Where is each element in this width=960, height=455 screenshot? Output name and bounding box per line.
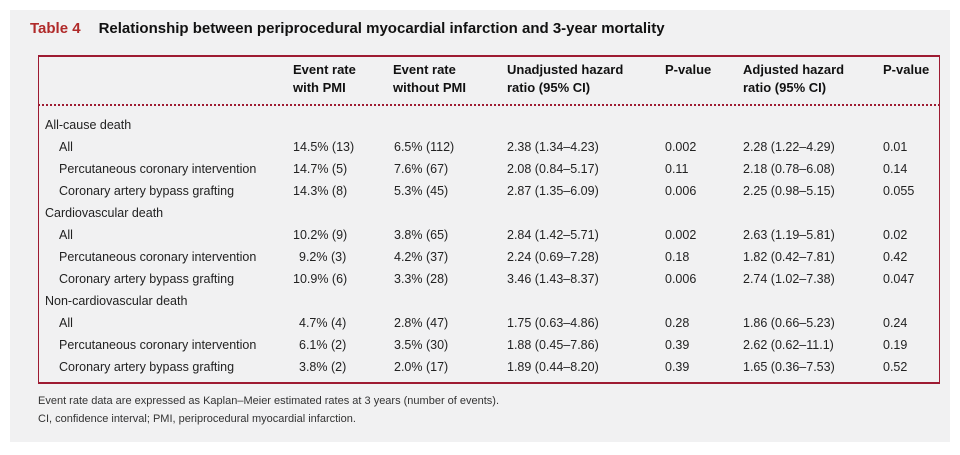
row-label: Percutaneous coronary intervention [59,250,257,264]
cell-event-rate-with-pmi: 14.5% (13) [293,140,355,154]
cell-event-rate-without-pmi: 4.2% (37) [394,250,449,264]
cell-p-value-unadjusted: 0.11 [665,162,689,176]
header-line: Event rate [293,62,356,77]
cell-p-value-adjusted: 0.047 [883,272,915,286]
cell-p-value-adjusted: 0.055 [883,184,915,198]
header-line: Event rate [393,62,456,77]
cell-unadjusted-hr: 2.08 (0.84–5.17) [507,162,599,176]
cell-p-value-unadjusted: 0.18 [665,250,690,264]
header-event-rate-without-pmi: Event rate without PMI [393,61,466,97]
cell-event-rate-with-pmi: 14.7% (5) [293,162,348,176]
cell-event-rate-without-pmi: 5.3% (45) [394,184,449,198]
row-label: Coronary artery bypass grafting [59,272,235,286]
cell-event-rate-with-pmi: 9.2% (3) [299,250,347,264]
cell-adjusted-hr: 1.82 (0.42–7.81) [743,250,835,264]
cell-event-rate-with-pmi: 10.9% (6) [293,272,348,286]
group-label-all-cause-death: All-cause death [45,118,132,132]
cell-adjusted-hr: 2.25 (0.98–5.15) [743,184,835,198]
header-adjusted-hr: Adjusted hazard ratio (95% CI) [743,61,844,97]
cell-adjusted-hr: 2.28 (1.22–4.29) [743,140,835,154]
cell-p-value-adjusted: 0.24 [883,316,908,330]
cell-p-value-adjusted: 0.52 [883,360,908,374]
header-unadjusted-hr: Unadjusted hazard ratio (95% CI) [507,61,623,97]
cell-unadjusted-hr: 2.84 (1.42–5.71) [507,228,599,242]
row-label: All [59,316,73,330]
cell-event-rate-with-pmi: 3.8% (2) [299,360,347,374]
cell-event-rate-without-pmi: 2.0% (17) [394,360,449,374]
cell-p-value-unadjusted: 0.28 [665,316,690,330]
cell-p-value-unadjusted: 0.006 [665,184,697,198]
header-event-rate-with-pmi: Event rate with PMI [293,61,356,97]
footnote-abbreviations: CI, confidence interval; PMI, periproced… [38,413,356,425]
cell-unadjusted-hr: 1.75 (0.63–4.86) [507,316,599,330]
cell-unadjusted-hr: 2.87 (1.35–6.09) [507,184,599,198]
cell-adjusted-hr: 2.63 (1.19–5.81) [743,228,835,242]
header-p-value-unadjusted: P-value [665,61,711,79]
cell-p-value-adjusted: 0.19 [883,338,908,352]
bottom-rule [38,382,940,384]
cell-event-rate-without-pmi: 3.5% (30) [394,338,449,352]
header-p-value-adjusted: P-value [883,61,929,79]
cell-p-value-adjusted: 0.42 [883,250,908,264]
cell-p-value-adjusted: 0.02 [883,228,908,242]
table-panel [10,10,950,442]
cell-event-rate-without-pmi: 2.8% (47) [394,316,449,330]
header-line: P-value [665,62,712,77]
header-line: without PMI [393,80,466,95]
header-line: ratio (95% CI) [743,80,827,95]
group-label-non-cardiovascular-death: Non-cardiovascular death [45,294,188,308]
cell-unadjusted-hr: 2.24 (0.69–7.28) [507,250,599,264]
row-label: Coronary artery bypass grafting [59,360,235,374]
header-line: P-value [883,62,930,77]
cell-unadjusted-hr: 3.46 (1.43–8.37) [507,272,599,286]
group-label-cardiovascular-death: Cardiovascular death [45,206,164,220]
cell-event-rate-without-pmi: 3.8% (65) [394,228,449,242]
header-line: Unadjusted hazard [507,62,624,77]
header-line: with PMI [293,80,346,95]
cell-p-value-unadjusted: 0.002 [665,228,697,242]
cell-unadjusted-hr: 1.88 (0.45–7.86) [507,338,599,352]
footnote-event-rate: Event rate data are expressed as Kaplan–… [38,395,500,407]
left-border [38,55,39,383]
cell-unadjusted-hr: 2.38 (1.34–4.23) [507,140,599,154]
cell-adjusted-hr: 2.62 (0.62–11.1) [743,338,834,352]
row-label: Coronary artery bypass grafting [59,184,235,198]
cell-event-rate-without-pmi: 6.5% (112) [394,140,455,154]
cell-p-value-adjusted: 0.14 [883,162,908,176]
cell-p-value-unadjusted: 0.39 [665,360,690,374]
right-border [939,55,940,383]
row-label: Percutaneous coronary intervention [59,338,257,352]
cell-p-value-unadjusted: 0.002 [665,140,697,154]
row-label: All [59,228,73,242]
cell-event-rate-with-pmi: 10.2% (9) [293,228,348,242]
cell-adjusted-hr: 1.86 (0.66–5.23) [743,316,835,330]
table-title-row: Table 4 Relationship between periprocedur… [30,20,665,37]
cell-adjusted-hr: 2.74 (1.02–7.38) [743,272,835,286]
row-label: All [59,140,73,154]
table-label: Table 4 [30,20,81,37]
cell-p-value-adjusted: 0.01 [883,140,908,154]
top-rule [38,55,940,57]
cell-event-rate-with-pmi: 14.3% (8) [293,184,348,198]
header-line: Adjusted hazard [743,62,845,77]
header-divider [38,104,940,106]
cell-event-rate-without-pmi: 7.6% (67) [394,162,449,176]
cell-event-rate-without-pmi: 3.3% (28) [394,272,449,286]
cell-unadjusted-hr: 1.89 (0.44–8.20) [507,360,599,374]
cell-adjusted-hr: 1.65 (0.36–7.53) [743,360,835,374]
cell-event-rate-with-pmi: 6.1% (2) [299,338,347,352]
header-line: ratio (95% CI) [507,80,591,95]
cell-p-value-unadjusted: 0.39 [665,338,690,352]
cell-event-rate-with-pmi: 4.7% (4) [299,316,347,330]
cell-p-value-unadjusted: 0.006 [665,272,697,286]
table-title: Relationship between periprocedural myoc… [98,20,665,37]
cell-adjusted-hr: 2.18 (0.78–6.08) [743,162,835,176]
row-label: Percutaneous coronary intervention [59,162,257,176]
